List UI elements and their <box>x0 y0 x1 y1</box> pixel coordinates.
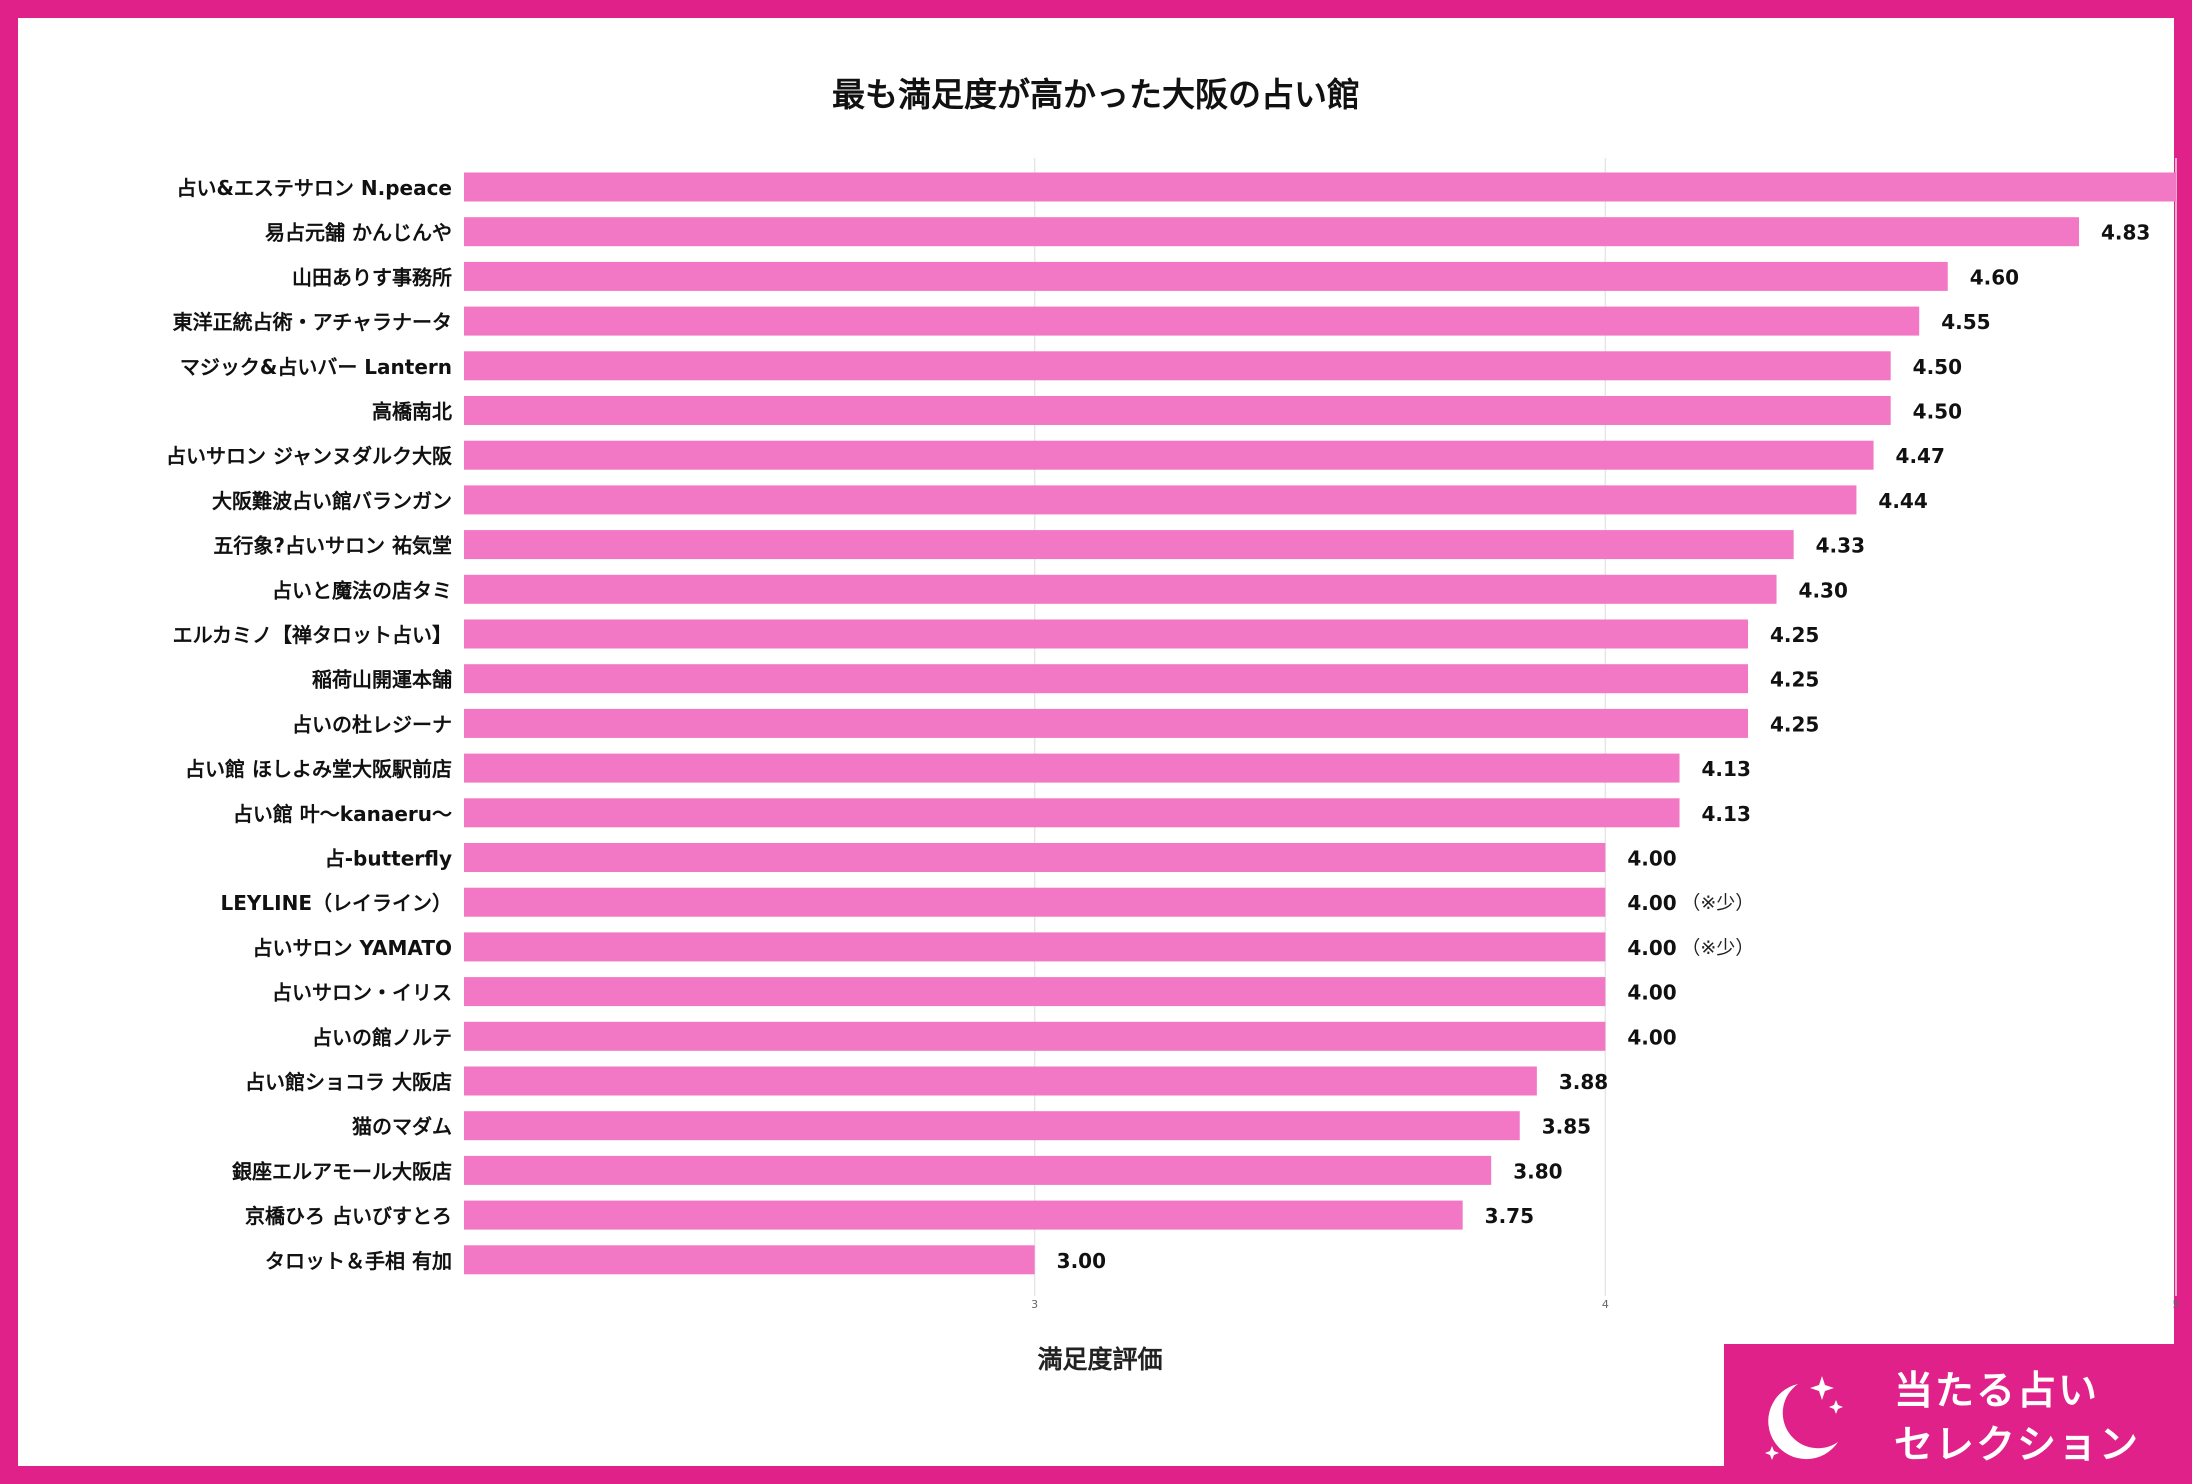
category-label: 銀座エルアモール大阪店 <box>232 1159 452 1183</box>
bar <box>464 619 1748 649</box>
note-label: （※少） <box>1681 937 1754 959</box>
bar <box>464 306 1920 336</box>
value-label: 4.83 <box>2101 221 2150 245</box>
category-label: 占い&エステサロン N.peace <box>176 176 452 200</box>
value-label: 3.85 <box>1542 1115 1591 1139</box>
category-label: エルカミノ【禅タロット占い】 <box>173 623 452 647</box>
value-label: 4.50 <box>1913 355 1962 379</box>
value-label: 4.55 <box>1941 310 1990 334</box>
value-label: 4.25 <box>1770 712 1819 736</box>
brand-name-line2: セレクション <box>1894 1423 2141 1468</box>
value-label: 4.13 <box>1702 757 1751 781</box>
x-tick-label: 4 <box>1602 1298 1609 1311</box>
value-label: 3.00 <box>1057 1249 1106 1273</box>
bar <box>464 1155 1492 1185</box>
category-label: 占いの館ノルテ <box>312 1025 452 1049</box>
bar <box>464 440 1874 470</box>
bar <box>464 1111 1520 1141</box>
bar <box>464 798 1680 828</box>
bar <box>464 664 1748 694</box>
x-axis-label: 満足度評価 <box>1037 1345 1163 1374</box>
value-label: 4.25 <box>1770 668 1819 692</box>
bar <box>464 977 1606 1007</box>
moon-stars-icon <box>1765 1376 1843 1460</box>
bar <box>464 1245 1035 1275</box>
category-label: 占いサロン YAMATO <box>253 936 452 960</box>
bar <box>464 708 1748 738</box>
bar <box>464 843 1606 872</box>
category-label: タロット＆手相 有加 <box>265 1249 452 1273</box>
category-label: 占い館 叶〜kanaeru〜 <box>233 802 452 826</box>
category-label: マジック&占いバー Lantern <box>180 355 452 379</box>
category-label: 東洋正統占術・アチャラナータ <box>173 310 452 334</box>
value-label: 4.00 <box>1627 891 1676 915</box>
bar <box>464 1200 1463 1230</box>
category-labels: 占い&エステサロン N.peace 易占元舗 かんじんや山田ありす事務所東洋正統占… <box>166 176 453 1273</box>
category-label: 易占元舗 かんじんや <box>265 221 452 245</box>
bar <box>464 351 1891 381</box>
value-label: 3.88 <box>1559 1070 1608 1094</box>
x-tick-label: 5 <box>2173 1298 2180 1311</box>
category-label: 猫のマダム <box>352 1115 452 1139</box>
value-label: 4.00 <box>1627 847 1676 871</box>
bar <box>464 1066 1537 1096</box>
category-label: 五行象?占いサロン 祐気堂 <box>213 534 452 558</box>
value-label: 4.50 <box>1913 400 1962 424</box>
bar <box>464 1021 1606 1051</box>
value-label: 4.00 <box>1627 1025 1676 1049</box>
value-label: 3.80 <box>1513 1159 1562 1183</box>
x-tick-label: 3 <box>1031 1298 1038 1311</box>
category-label: 高橋南北 <box>372 400 452 424</box>
category-label: 占いサロン ジャンヌダルク大阪 <box>166 444 453 468</box>
value-label: 4.33 <box>1816 534 1865 558</box>
bars <box>464 172 2176 1275</box>
category-label: 占-butterfly <box>325 847 452 871</box>
category-label: 稲荷山開運本舗 <box>312 668 452 692</box>
x-tick-labels: 3 4 5 <box>1031 1298 2179 1311</box>
bar <box>464 261 1948 291</box>
note-label: （※少） <box>1681 892 1754 914</box>
category-label: 占いの杜レジーナ <box>292 712 452 736</box>
bar <box>464 932 1606 962</box>
value-label: 4.30 <box>1799 578 1848 602</box>
bar <box>464 887 1606 917</box>
chart-title: 最も満足度が高かった大阪の占い館 <box>832 75 1360 114</box>
category-label: 占い館ショコラ 大阪店 <box>245 1070 452 1094</box>
category-label: 大阪難波占い館バランガン <box>212 489 452 513</box>
category-label: 京橋ひろ 占いびすとろ <box>245 1204 452 1228</box>
value-label: 4.13 <box>1702 802 1751 826</box>
value-label: 4.00 <box>1627 936 1676 960</box>
bar <box>464 530 1794 560</box>
bar <box>464 172 2176 202</box>
value-label: 3.75 <box>1485 1204 1534 1228</box>
bar <box>464 396 1891 425</box>
value-label: 4.44 <box>1878 489 1927 513</box>
value-label: 4.47 <box>1896 444 1945 468</box>
category-label: 占いサロン・イリス <box>272 981 452 1005</box>
value-label: 4.60 <box>1970 265 2019 289</box>
bar <box>464 217 2079 247</box>
bar <box>464 574 1777 604</box>
category-label: 占いと魔法の店タミ <box>272 578 452 602</box>
brand-name-line1: 当たる占い <box>1894 1369 2100 1414</box>
category-label: 山田ありす事務所 <box>292 265 452 289</box>
category-label: LEYLINE（レイライン） <box>221 891 452 915</box>
value-label: 4.25 <box>1770 623 1819 647</box>
bar <box>464 753 1680 783</box>
value-label: 4.00 <box>1627 981 1676 1005</box>
category-label: 占い館 ほしよみ堂大阪駅前店 <box>185 757 452 781</box>
bar <box>464 485 1857 515</box>
brand-badge: 当たる占い セレクション <box>1724 1344 2192 1484</box>
value-labels: 5.00（※少）4.834.604.554.504.504.474.444.33… <box>1057 221 2151 1273</box>
